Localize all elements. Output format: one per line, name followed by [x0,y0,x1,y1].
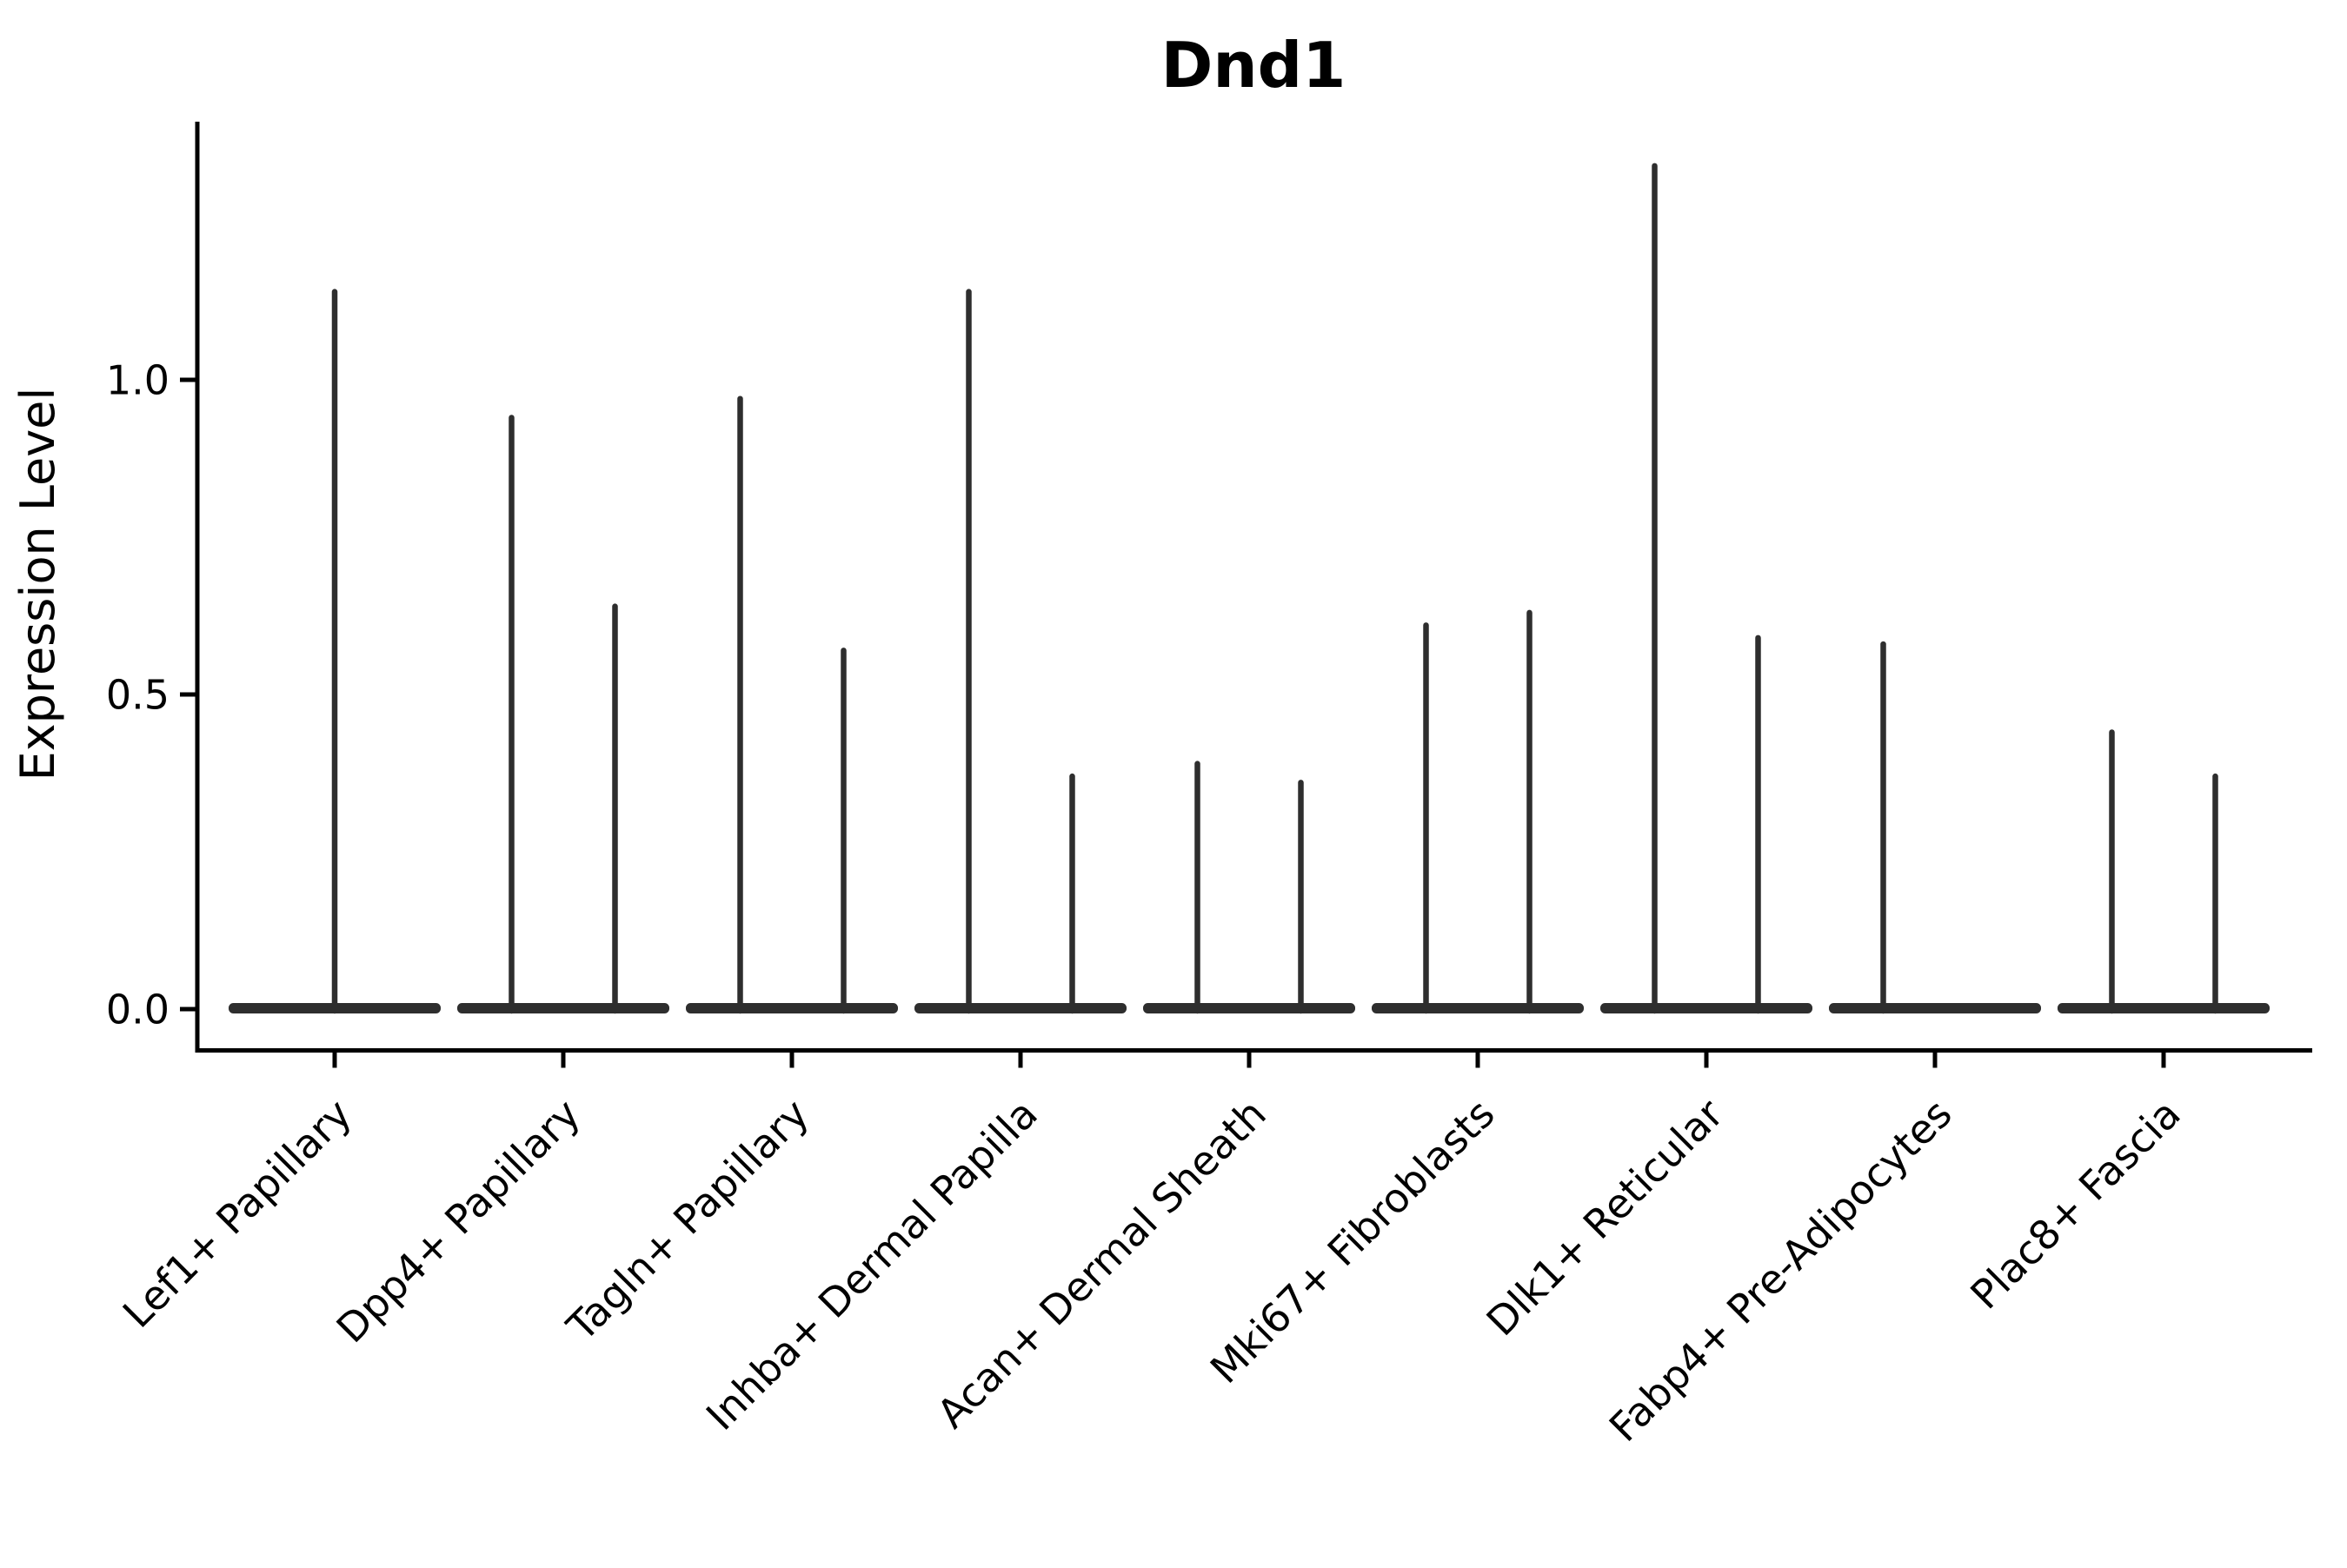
violin-base [1600,1003,1812,1013]
violin-base [1143,1003,1355,1013]
x-tick-label: Lef1+ Papillary [114,1090,361,1337]
chart-title: Dnd1 [1161,29,1346,102]
y-tick-label: 0.5 [106,672,170,719]
violin-base [686,1003,898,1013]
x-tick-label: Dlk1+ Reticular [1478,1090,1732,1345]
violin-base [914,1003,1127,1013]
x-tick-label: Dpp4+ Papillary [328,1090,589,1352]
x-tick-label: Tagln+ Papillary [557,1090,818,1351]
x-tick-label: Plac8+ Fascia [1961,1090,2189,1318]
violin-base [457,1003,669,1013]
y-axis-label: Expression Level [10,388,65,781]
violin-base [1829,1003,2041,1013]
y-tick-label: 1.0 [106,357,170,404]
violin-base [2058,1003,2270,1013]
violin-base [1372,1003,1584,1013]
y-tick-label: 0.0 [106,987,170,1033]
